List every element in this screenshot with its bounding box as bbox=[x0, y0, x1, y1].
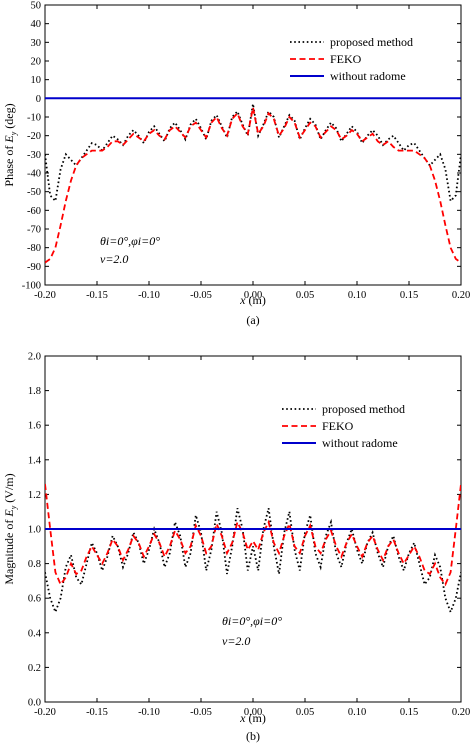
x-tick-label: -0.15 bbox=[86, 290, 108, 301]
x-tick-label: 0.20 bbox=[452, 707, 470, 718]
x-tick-label: 0.10 bbox=[348, 290, 366, 301]
x-tick-label: 0.15 bbox=[400, 290, 418, 301]
nu-annotation-b: ν=2.0 bbox=[222, 634, 250, 648]
y-tick-label: -30 bbox=[27, 150, 41, 161]
y-tick-label: 2.0 bbox=[28, 352, 41, 363]
x-tick-label: -0.20 bbox=[34, 707, 56, 718]
legend-label-feko: FEKO bbox=[330, 52, 362, 66]
x-tick-label: 0.15 bbox=[400, 707, 418, 718]
legend-b: proposed method FEKO without radome bbox=[282, 402, 405, 450]
incidence-angle-annotation-a: θi=0°,φi=0° bbox=[100, 234, 160, 248]
y-axis-label-b: Magnitude of Ey (V/m) bbox=[2, 473, 18, 584]
x-axis-label-a: x (m) bbox=[239, 293, 266, 307]
y-axis-label-a: Phase of Ey (deg) bbox=[2, 103, 18, 186]
legend-a: proposed method FEKO without radome bbox=[290, 35, 413, 83]
x-tick-label: 0.10 bbox=[348, 707, 366, 718]
y-tick-label: 0.6 bbox=[28, 594, 41, 605]
y-tick-label: 1.0 bbox=[28, 525, 41, 536]
y-tick-label: 10 bbox=[31, 75, 42, 86]
y-tick-label: 0.2 bbox=[28, 663, 41, 674]
x-tick-label: -0.15 bbox=[86, 707, 108, 718]
series-line-proposed-method bbox=[45, 507, 461, 615]
y-tick-label: 0 bbox=[36, 94, 41, 105]
x-tick-label: 0.00 bbox=[244, 290, 262, 301]
y-tick-label: -70 bbox=[27, 225, 41, 236]
y-ticks-b: 0.0 0.2 0.4 0.6 0.8 1.0 1.2 1.4 1.6 1.8 2.0 bbox=[28, 352, 461, 709]
x-tick-label: 0.05 bbox=[296, 290, 314, 301]
y-tick-label: 1.6 bbox=[28, 421, 41, 432]
x-tick-label: -0.10 bbox=[138, 290, 160, 301]
y-tick-label: -90 bbox=[27, 262, 41, 273]
y-tick-label: 1.8 bbox=[28, 386, 41, 397]
y-tick-label: 1.2 bbox=[28, 490, 41, 501]
x-tick-label: 0.00 bbox=[244, 707, 262, 718]
legend-label-proposed-method: proposed method bbox=[322, 402, 405, 416]
y-tick-label: -10 bbox=[27, 113, 41, 124]
x-tick-label: -0.20 bbox=[34, 290, 56, 301]
x-ticks-a: -0.20 -0.15 -0.10 -0.05 0.00 0.05 0.10 0.15 0.20 bbox=[34, 5, 470, 301]
incidence-angle-annotation-b: θi=0°,φi=0° bbox=[222, 614, 282, 628]
x-tick-label: 0.20 bbox=[452, 290, 470, 301]
series-line-proposed-method bbox=[45, 103, 461, 203]
x-tick-label: -0.05 bbox=[190, 707, 212, 718]
y-tick-label: 20 bbox=[31, 57, 42, 68]
legend-label-proposed-method: proposed method bbox=[330, 35, 413, 49]
y-tick-label: -20 bbox=[27, 131, 41, 142]
y-ticks-a: -100-90-80-70-60-50-40-30-20-10010203040… bbox=[22, 1, 461, 292]
x-tick-label: -0.10 bbox=[138, 707, 160, 718]
x-tick-label: 0.05 bbox=[296, 707, 314, 718]
x-ticks-b: -0.20 -0.15 -0.10 -0.05 0.00 0.05 0.10 0.15 0.20 bbox=[34, 356, 470, 718]
series-group-b bbox=[45, 483, 461, 615]
y-tick-label: 30 bbox=[31, 38, 42, 49]
chart-panel-a: -100-90-80-70-60-50-40-30-20-10010203040… bbox=[2, 1, 470, 328]
nu-annotation-a: ν=2.0 bbox=[100, 252, 128, 266]
series-line-feko bbox=[45, 107, 461, 264]
y-tick-label: -50 bbox=[27, 187, 41, 198]
y-tick-label: -80 bbox=[27, 243, 41, 254]
x-axis-label-b: x (m) bbox=[239, 711, 266, 725]
x-tick-label: -0.05 bbox=[190, 290, 212, 301]
panel-caption-a: (a) bbox=[246, 313, 259, 327]
y-tick-label: 40 bbox=[31, 19, 42, 30]
y-tick-label: 0.4 bbox=[28, 628, 42, 639]
y-tick-label: 1.4 bbox=[28, 455, 42, 466]
legend-label-feko: FEKO bbox=[322, 419, 354, 433]
chart-panel-b: 0.00.20.40.60.81.01.21.41.61.82.0 -0.20-… bbox=[2, 352, 470, 744]
y-tick-label: 0.0 bbox=[28, 698, 41, 709]
legend-label-without-radome: without radome bbox=[322, 436, 398, 450]
legend-label-without-radome: without radome bbox=[330, 69, 406, 83]
y-tick-label: 0.8 bbox=[28, 559, 41, 570]
y-tick-label: -100 bbox=[22, 281, 41, 292]
series-line-feko bbox=[45, 483, 461, 587]
series-group-a bbox=[45, 97, 461, 264]
y-tick-label: 50 bbox=[31, 1, 42, 12]
y-tick-label: -60 bbox=[27, 206, 41, 217]
y-tick-label: -40 bbox=[27, 169, 41, 180]
panel-caption-b: (b) bbox=[246, 729, 260, 743]
